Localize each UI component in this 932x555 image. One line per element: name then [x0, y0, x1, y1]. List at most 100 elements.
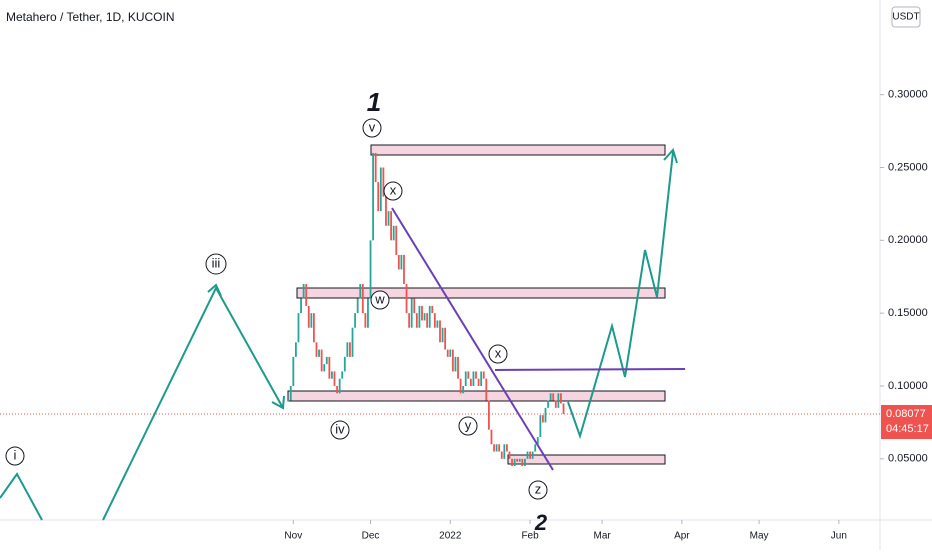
candle	[341, 371, 344, 379]
candle	[490, 429, 493, 445]
y-tick-label: 0.20000	[888, 234, 928, 246]
candle	[506, 444, 508, 452]
candle	[542, 415, 544, 423]
candle	[562, 403, 565, 415]
candle	[367, 298, 369, 328]
wave-circle	[362, 118, 382, 138]
wave-label: x	[390, 182, 397, 197]
candle	[536, 436, 539, 445]
candle	[516, 458, 519, 462]
last-price-label: 0.08077	[886, 408, 926, 420]
candle	[410, 298, 413, 328]
wave-circle	[330, 420, 350, 440]
currency-button[interactable]	[891, 6, 921, 28]
candle	[287, 400, 290, 402]
candle	[318, 349, 320, 357]
candle	[369, 240, 372, 299]
candle	[544, 407, 547, 423]
candle	[343, 356, 346, 372]
candle	[356, 298, 359, 314]
candle	[387, 211, 390, 226]
degree-label: 1	[367, 87, 381, 117]
wave-label: x	[495, 345, 502, 360]
x-tick-label: Jun	[831, 531, 847, 542]
candle	[547, 400, 549, 408]
wave-circle	[370, 290, 390, 310]
candle	[439, 320, 441, 343]
candle	[462, 385, 465, 394]
wave-path	[0, 472, 43, 521]
countdown-label: 04:45:17	[886, 423, 929, 435]
candle	[554, 400, 557, 408]
candle	[552, 393, 555, 401]
candle	[333, 371, 336, 386]
candle	[557, 393, 560, 408]
candle	[385, 196, 387, 226]
candle	[485, 378, 488, 401]
wave-label: i	[14, 447, 17, 462]
candle	[374, 152, 377, 183]
candle	[395, 225, 398, 255]
candle	[413, 298, 416, 314]
wave-label: z	[535, 481, 542, 496]
candle	[433, 313, 436, 328]
axes: 0.30000 0.25000 0.20000 0.15000 0.10000 0.050…	[0, 89, 932, 542]
candle	[549, 393, 552, 401]
candle	[498, 444, 501, 452]
candle	[379, 167, 382, 212]
candle	[467, 371, 470, 379]
candles	[287, 152, 565, 467]
x-tick-label: 2022	[439, 531, 462, 542]
candle	[397, 254, 400, 270]
candle	[392, 225, 395, 241]
candle	[382, 167, 385, 197]
arrow-head	[663, 148, 678, 164]
candle	[346, 342, 349, 357]
y-tick-label: 0.30000	[888, 89, 928, 101]
candle	[359, 284, 362, 299]
candle	[320, 349, 323, 372]
candle	[441, 327, 444, 343]
candle	[513, 458, 516, 467]
candle	[495, 444, 498, 452]
candle	[560, 393, 562, 404]
candle	[292, 356, 295, 386]
x-tick-label: Mar	[593, 531, 611, 542]
degree-label: 2	[534, 510, 548, 535]
candle	[472, 371, 475, 386]
candle	[400, 254, 403, 270]
wave-labels: i iii iv v w x y x z 1 2	[5, 87, 548, 535]
trend-line	[391, 207, 554, 471]
candle	[518, 458, 521, 462]
zone	[370, 144, 666, 156]
wave-circle	[205, 253, 227, 275]
wave-path	[567, 151, 674, 440]
candle	[305, 284, 308, 306]
candle	[487, 400, 490, 430]
candle	[421, 305, 423, 321]
candle	[325, 356, 328, 365]
zone	[296, 287, 666, 299]
candle	[428, 305, 431, 328]
candle	[449, 349, 452, 357]
candle	[331, 371, 333, 379]
candle	[349, 342, 351, 357]
candle	[364, 313, 367, 328]
candle	[469, 378, 472, 386]
chart-title: Metahero / Tether, 1D, KUCOIN	[6, 10, 175, 24]
x-tick-label: Dec	[362, 531, 380, 542]
candle	[408, 313, 411, 328]
candle	[475, 371, 477, 379]
candle	[289, 385, 292, 401]
candle	[405, 284, 408, 314]
x-tick-label: Apr	[674, 531, 690, 542]
candle	[444, 327, 447, 350]
candle	[351, 327, 354, 357]
currency-label[interactable]: USDT	[892, 12, 919, 23]
candle	[529, 451, 531, 459]
candle	[328, 356, 331, 379]
arrow-head	[207, 283, 222, 297]
candle	[451, 349, 454, 372]
candle	[310, 313, 313, 328]
